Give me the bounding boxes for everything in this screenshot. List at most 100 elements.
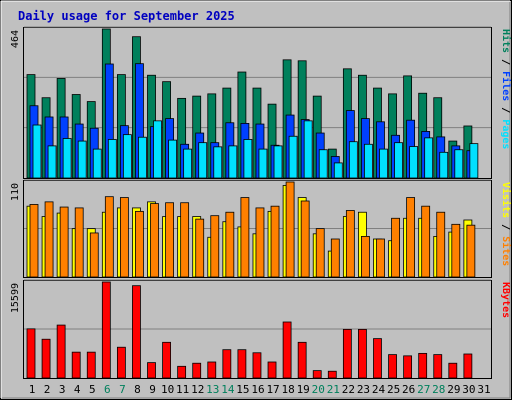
- bar-pages-day-14: [228, 145, 238, 179]
- bar-sites-day-16: [255, 207, 265, 278]
- bar-sites-day-17: [270, 205, 280, 278]
- bar-sites-day-21: [330, 238, 340, 278]
- x-tick-label: 15: [236, 383, 249, 396]
- bar-pages-day-12: [198, 142, 208, 179]
- bar-pages-day-9: [153, 120, 162, 179]
- bar-kbytes-day-10: [162, 341, 171, 379]
- bar-sites-day-26: [406, 197, 416, 278]
- bar-sites-day-19: [300, 200, 310, 278]
- x-tick-label: 9: [149, 383, 156, 396]
- bar-sites-day-2: [44, 201, 54, 278]
- bar-kbytes-day-16: [252, 352, 262, 379]
- bar-pages-day-21: [333, 162, 343, 179]
- bar-pages-day-4: [77, 140, 87, 179]
- bar-pages-day-5: [92, 148, 102, 179]
- bar-pages-day-10: [168, 139, 177, 179]
- bar-sites-day-27: [421, 205, 431, 278]
- bar-pages-day-22: [348, 141, 358, 179]
- bar-sites-day-4: [74, 207, 84, 278]
- bar-sites-day-9: [150, 203, 159, 278]
- bars-hits: [26, 28, 479, 179]
- chart-panels: 464 Hits / Files / Pages 110 Visits / Sites…: [10, 26, 512, 379]
- x-tick-label: 7: [119, 383, 126, 396]
- x-tick-label: 5: [89, 383, 96, 396]
- bar-pages-day-25: [394, 142, 403, 179]
- y-max-label-hits: 464: [10, 30, 21, 48]
- chart-title: Daily usage for September 2025: [18, 9, 235, 23]
- bar-sites-day-23: [361, 236, 370, 278]
- x-tick-label: 2: [44, 383, 51, 396]
- bar-pages-day-11: [183, 148, 193, 179]
- x-tick-label: 16: [251, 383, 264, 396]
- bar-pages-day-17: [273, 145, 283, 179]
- bar-sites-day-11: [180, 202, 190, 278]
- bar-kbytes-day-15: [237, 349, 247, 379]
- bar-kbytes-day-1: [26, 328, 36, 379]
- bar-pages-day-24: [379, 148, 388, 179]
- bar-sites-day-5: [89, 232, 99, 278]
- x-tick-label: 19: [297, 383, 310, 396]
- x-tick-label: 26: [402, 383, 415, 396]
- bar-pages-day-20: [318, 149, 328, 179]
- bar-kbytes-day-18: [282, 321, 292, 379]
- bars-visits: [26, 181, 476, 278]
- bar-kbytes-day-20: [312, 370, 322, 379]
- x-tick-label: 1: [29, 383, 36, 396]
- bar-sites-day-29: [451, 223, 461, 278]
- bar-kbytes-day-19: [297, 341, 307, 379]
- bar-pages-day-3: [62, 138, 72, 179]
- panel-hits: 464 Hits / Files / Pages: [10, 26, 512, 179]
- bar-pages-day-16: [258, 148, 268, 179]
- bar-sites-day-3: [59, 206, 69, 278]
- x-tick-label: 18: [282, 383, 295, 396]
- bars-kbytes: [26, 281, 473, 379]
- bar-sites-day-1: [29, 204, 39, 278]
- bar-pages-day-1: [32, 124, 42, 179]
- bar-pages-day-28: [439, 151, 449, 179]
- x-tick-label: 11: [176, 383, 189, 396]
- bar-pages-day-23: [364, 143, 373, 179]
- bar-kbytes-day-12: [192, 362, 202, 379]
- panel-kbytes: 15599 KBytes: [10, 279, 511, 379]
- axis-legend-visits: Visits / Sites: [500, 182, 512, 266]
- x-tick-label: 4: [74, 383, 81, 396]
- bar-kbytes-day-8: [132, 285, 141, 379]
- axis-legend-part: Files: [500, 71, 512, 101]
- bar-sites-day-20: [315, 228, 325, 278]
- x-tick-label: 8: [134, 383, 141, 396]
- bar-kbytes-day-17: [267, 361, 277, 379]
- bar-kbytes-day-24: [373, 338, 382, 379]
- bar-sites-day-12: [195, 218, 205, 278]
- x-tick-label: 22: [342, 383, 355, 396]
- bar-kbytes-day-26: [403, 355, 413, 379]
- bar-kbytes-day-4: [71, 351, 81, 379]
- bar-sites-day-18: [285, 181, 295, 278]
- bar-pages-day-2: [47, 145, 57, 179]
- x-tick-label: 25: [387, 383, 400, 396]
- axis-legend-part: /: [500, 53, 511, 71]
- axis-legend-part: /: [500, 218, 511, 236]
- x-tick-label: 14: [221, 383, 235, 396]
- axis-legend-part: Sites: [500, 236, 512, 266]
- y-max-label-visits: 110: [10, 183, 21, 201]
- bar-pages-day-7: [122, 134, 132, 179]
- bar-pages-day-8: [138, 136, 147, 179]
- bar-kbytes-day-14: [222, 349, 232, 379]
- axis-legend-part: Pages: [500, 119, 511, 149]
- bar-kbytes-day-9: [147, 362, 156, 379]
- bar-sites-day-15: [240, 197, 250, 278]
- x-tick-label: 12: [191, 383, 204, 396]
- panel-visits: 110 Visits / Sites: [10, 179, 512, 278]
- axis-legend-part: Hits: [500, 29, 512, 53]
- bar-kbytes-day-11: [177, 365, 187, 379]
- x-tick-labels: 1 2 3 4 5 6 7 8 9 10 11 12 13 14 15 16 17 18 19 20 21 22 23 24 2…: [29, 383, 491, 396]
- bar-sites-day-22: [345, 210, 355, 278]
- bar-pages-day-13: [213, 146, 223, 179]
- bar-sites-day-25: [391, 217, 400, 278]
- bar-kbytes-day-25: [388, 354, 397, 379]
- axis-legend-kbytes: KBytes: [500, 282, 511, 318]
- bar-kbytes-day-27: [418, 352, 428, 379]
- bar-kbytes-day-2: [41, 338, 51, 379]
